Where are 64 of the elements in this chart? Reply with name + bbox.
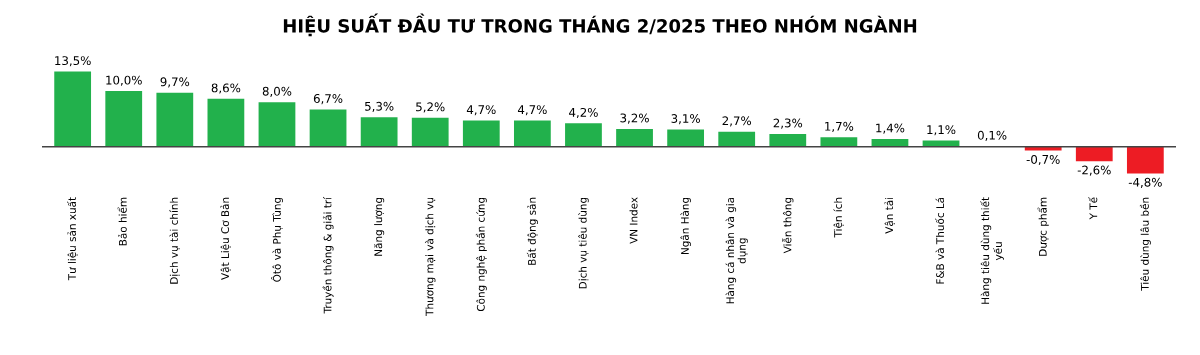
x-tick-label: VN Index <box>629 197 638 244</box>
x-tick-label: Dịch vụ tài chính <box>169 197 180 284</box>
bar <box>309 109 347 147</box>
x-tick-label: Vận tải <box>884 197 895 234</box>
data-label: 4,2% <box>569 107 598 119</box>
bar <box>105 91 143 147</box>
x-tick-label: Vật Liệu Cơ Bản <box>220 197 231 280</box>
data-label: -0,7% <box>1026 154 1060 166</box>
bar <box>462 120 500 147</box>
data-label: 4,7% <box>517 105 547 116</box>
data-label: 2,7% <box>722 116 752 127</box>
x-tick-label: Hàng cá nhân và gia dụng <box>725 197 748 304</box>
bar <box>1024 146 1062 151</box>
data-label: 1,1% <box>927 125 956 136</box>
x-tick-label: Hàng tiêu dùng thiết yếu <box>980 197 1004 304</box>
bar <box>1126 146 1164 174</box>
data-label: 1,4% <box>876 123 905 134</box>
bar <box>667 129 705 147</box>
data-label: 5,2% <box>416 102 445 113</box>
bar <box>1075 146 1113 162</box>
data-label: 9,7% <box>160 77 190 88</box>
x-tick-label: Ngân Hàng <box>680 197 691 255</box>
x-tick-label: Dịch vụ tiêu dùng <box>578 197 589 289</box>
x-tick-label: Bất động sản <box>526 197 538 265</box>
x-tick-label: Tiện ích <box>833 197 844 238</box>
bar <box>513 120 551 147</box>
bar <box>258 102 296 147</box>
x-tick-label: Ôtô và Phụ Tùng <box>271 197 283 282</box>
x-tick-label: F&B và Thuốc Lá <box>935 197 945 284</box>
x-tick-label: Tư liệu sản xuất <box>67 197 78 281</box>
data-label: 1,7% <box>825 121 854 132</box>
bar <box>769 133 807 147</box>
bar <box>718 131 756 147</box>
bar <box>360 117 398 147</box>
data-label: 6,7% <box>313 94 343 105</box>
bar <box>207 98 245 147</box>
bar <box>54 71 92 147</box>
data-label: 3,2% <box>620 113 649 124</box>
x-tick-label: Tiêu dùng lâu bền <box>1139 197 1151 291</box>
data-label: -2,6% <box>1077 165 1111 176</box>
data-label: 10,0% <box>106 75 142 86</box>
x-tick-label: Năng lượng <box>374 197 385 256</box>
data-label: 0,1% <box>977 130 1007 141</box>
x-tick-label: Y Tế <box>1088 196 1098 220</box>
data-label: 3,1% <box>671 114 700 125</box>
bar <box>411 117 449 147</box>
data-label: -4,8% <box>1128 177 1162 188</box>
data-label: 8,0% <box>262 86 292 97</box>
x-tick-label: Thương mại và dịch vụ <box>424 197 436 316</box>
x-tick-label: Truyền thông & giải trí <box>322 196 334 314</box>
x-tick-label: Dược phẩm <box>1037 197 1049 256</box>
x-tick-label: Viễn thông <box>782 197 794 254</box>
bar <box>565 123 602 147</box>
chart-title: HIỆU SUẤT ĐẦU TƯ TRONG THÁNG 2/2025 THEO NHÓM NGÀNH <box>283 13 917 37</box>
bar <box>616 128 653 147</box>
x-tick-label: Bảo hiểm <box>117 197 127 246</box>
data-label: 13,5% <box>55 56 91 67</box>
data-label: 4,7% <box>466 105 496 116</box>
bar <box>820 137 858 147</box>
data-label: 8,6% <box>211 83 241 94</box>
data-label: 5,3% <box>365 101 394 112</box>
x-tick-label: Công nghệ phần cứng <box>475 197 487 312</box>
data-label: 2,3% <box>773 118 803 129</box>
bar <box>156 92 194 147</box>
